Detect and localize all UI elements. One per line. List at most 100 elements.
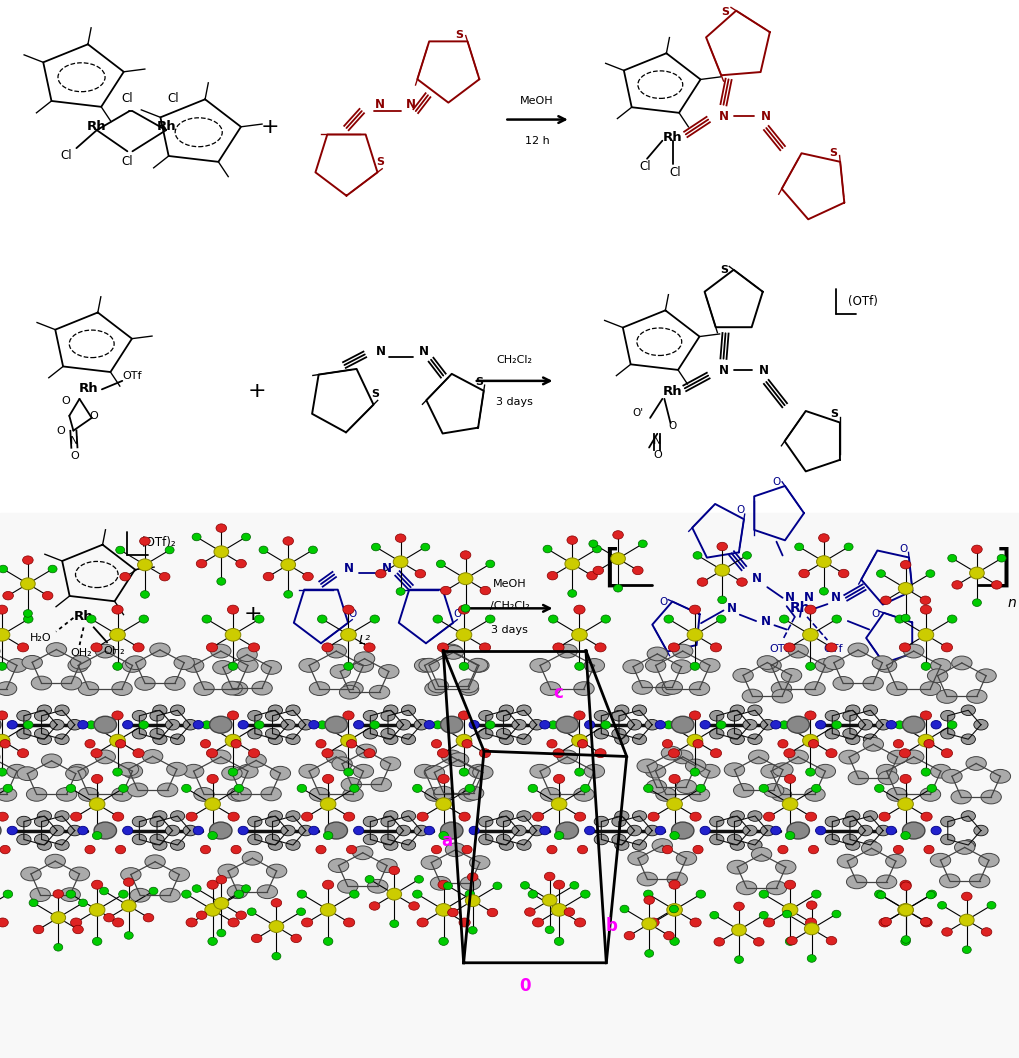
- Ellipse shape: [700, 720, 710, 729]
- Ellipse shape: [575, 813, 586, 821]
- Ellipse shape: [556, 822, 579, 839]
- Text: +: +: [248, 382, 266, 401]
- Ellipse shape: [673, 644, 693, 658]
- Ellipse shape: [941, 728, 955, 738]
- Ellipse shape: [714, 937, 725, 946]
- Ellipse shape: [384, 705, 398, 715]
- Ellipse shape: [459, 605, 470, 614]
- Ellipse shape: [784, 749, 795, 758]
- Ellipse shape: [645, 950, 653, 957]
- Ellipse shape: [78, 899, 88, 907]
- Ellipse shape: [709, 728, 723, 738]
- Ellipse shape: [936, 690, 957, 704]
- Ellipse shape: [174, 656, 195, 670]
- Ellipse shape: [263, 572, 274, 581]
- Ellipse shape: [761, 764, 782, 778]
- Ellipse shape: [861, 841, 881, 855]
- Text: OH₂: OH₂: [103, 645, 125, 656]
- Ellipse shape: [316, 845, 326, 854]
- Ellipse shape: [66, 784, 75, 792]
- Ellipse shape: [903, 822, 925, 839]
- Text: N: N: [759, 364, 769, 377]
- Ellipse shape: [248, 908, 256, 915]
- Ellipse shape: [0, 845, 10, 854]
- Ellipse shape: [437, 749, 448, 758]
- Ellipse shape: [45, 854, 65, 868]
- Ellipse shape: [110, 628, 125, 641]
- Ellipse shape: [0, 565, 8, 572]
- Ellipse shape: [838, 854, 858, 868]
- Ellipse shape: [248, 817, 262, 827]
- Ellipse shape: [460, 662, 469, 671]
- Text: O: O: [668, 421, 677, 432]
- Ellipse shape: [728, 728, 742, 738]
- Ellipse shape: [601, 615, 610, 623]
- Ellipse shape: [431, 740, 441, 748]
- Ellipse shape: [354, 826, 364, 835]
- Ellipse shape: [940, 874, 960, 888]
- Ellipse shape: [846, 810, 860, 821]
- Ellipse shape: [948, 554, 957, 562]
- Ellipse shape: [0, 716, 1, 733]
- Ellipse shape: [459, 918, 470, 927]
- Ellipse shape: [7, 658, 28, 672]
- Ellipse shape: [201, 845, 211, 854]
- Ellipse shape: [901, 832, 910, 840]
- Ellipse shape: [920, 787, 941, 801]
- Ellipse shape: [512, 719, 526, 730]
- Ellipse shape: [132, 817, 147, 827]
- Ellipse shape: [470, 856, 490, 870]
- Ellipse shape: [733, 669, 753, 682]
- Ellipse shape: [611, 728, 626, 738]
- Ellipse shape: [207, 774, 218, 783]
- Ellipse shape: [438, 880, 449, 889]
- Text: Cl: Cl: [121, 156, 133, 168]
- Ellipse shape: [668, 774, 681, 783]
- Ellipse shape: [584, 764, 604, 778]
- Ellipse shape: [743, 719, 757, 730]
- Ellipse shape: [43, 591, 53, 600]
- Ellipse shape: [581, 784, 590, 792]
- Ellipse shape: [271, 898, 281, 907]
- Text: O: O: [659, 597, 667, 607]
- Ellipse shape: [666, 904, 683, 916]
- Ellipse shape: [668, 643, 680, 652]
- Ellipse shape: [415, 658, 435, 672]
- Ellipse shape: [283, 590, 292, 598]
- Ellipse shape: [921, 918, 932, 927]
- Ellipse shape: [202, 615, 212, 623]
- Ellipse shape: [554, 832, 564, 840]
- Ellipse shape: [261, 787, 281, 801]
- Ellipse shape: [309, 546, 318, 553]
- Text: +: +: [261, 117, 279, 136]
- Ellipse shape: [766, 881, 787, 895]
- Ellipse shape: [364, 643, 375, 652]
- Text: L²: L²: [359, 634, 371, 646]
- Ellipse shape: [645, 658, 665, 672]
- Ellipse shape: [493, 882, 502, 890]
- Ellipse shape: [858, 719, 872, 730]
- Ellipse shape: [356, 744, 376, 758]
- Text: O: O: [57, 425, 65, 436]
- Ellipse shape: [0, 787, 16, 801]
- Ellipse shape: [961, 734, 975, 745]
- Ellipse shape: [112, 681, 132, 695]
- Ellipse shape: [169, 868, 190, 881]
- Ellipse shape: [207, 880, 218, 889]
- Ellipse shape: [150, 728, 164, 738]
- Ellipse shape: [662, 845, 673, 854]
- Ellipse shape: [696, 784, 705, 792]
- Ellipse shape: [806, 662, 815, 671]
- Ellipse shape: [770, 720, 781, 729]
- Ellipse shape: [970, 567, 984, 579]
- Ellipse shape: [340, 628, 357, 641]
- Ellipse shape: [231, 740, 242, 748]
- Ellipse shape: [479, 711, 493, 722]
- Ellipse shape: [663, 931, 675, 940]
- Ellipse shape: [668, 749, 680, 758]
- Ellipse shape: [623, 660, 643, 674]
- Text: H₂O: H₂O: [30, 633, 52, 643]
- Ellipse shape: [672, 716, 694, 733]
- Ellipse shape: [443, 882, 452, 890]
- Ellipse shape: [974, 719, 988, 730]
